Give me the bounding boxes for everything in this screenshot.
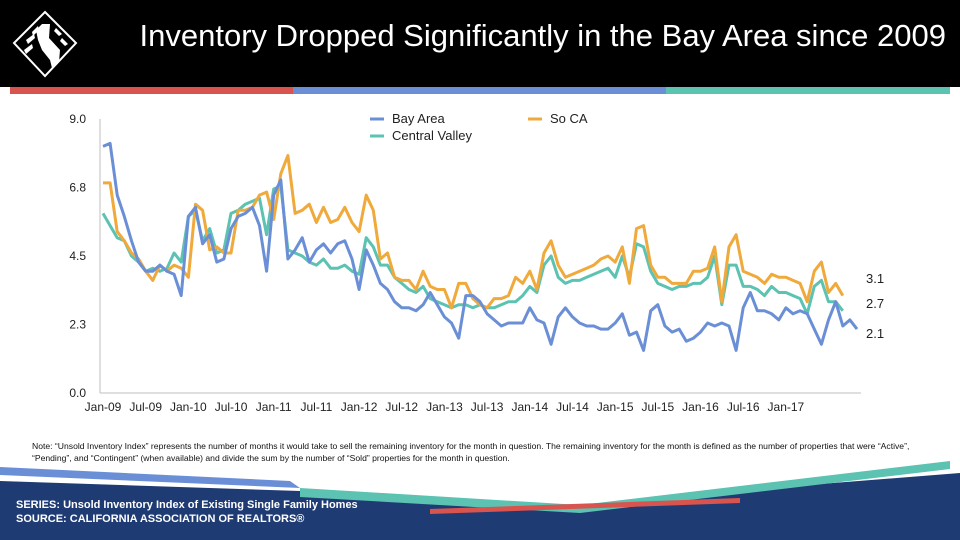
- end-value-label: 2.7: [866, 296, 884, 311]
- end-value-label: 2.1: [866, 326, 884, 341]
- page-title: Inventory Dropped Significantly in the B…: [139, 18, 946, 53]
- x-tick-label: Jul-11: [300, 400, 332, 414]
- x-tick-label: Jan-11: [256, 400, 292, 414]
- x-tick-label: Jul-12: [385, 400, 418, 414]
- x-tick-label: Jan-14: [511, 400, 548, 414]
- x-tick-label: Jan-15: [597, 400, 634, 414]
- header-bar: Inventory Dropped Significantly in the B…: [0, 0, 960, 87]
- x-tick-label: Jan-13: [426, 400, 463, 414]
- y-tick-label: 0.0: [69, 386, 86, 400]
- footer-credits: SERIES: Unsold Inventory Index of Existi…: [16, 498, 358, 526]
- x-tick-label: Jan-09: [85, 400, 122, 414]
- legend-label: Central Valley: [392, 128, 472, 143]
- inventory-line-chart: 0.0 2.3 4.5 6.8 9.0 Jan-09 Jul-09 Jan-10 Jul-10 J…: [69, 111, 884, 414]
- source-caption: SOURCE: CALIFORNIA ASSOCIATION OF REALTO…: [16, 513, 305, 525]
- x-tick-label: Jul-10: [215, 400, 248, 414]
- x-tick-label: Jul-14: [556, 400, 589, 414]
- legend-label: So CA: [550, 111, 588, 126]
- chart-note: Note: “Unsold Inventory Index” represent…: [32, 441, 910, 463]
- series-line-so-ca: [103, 154, 845, 310]
- footer-decoration: [0, 461, 960, 540]
- y-tick-label: 4.5: [69, 249, 86, 263]
- y-tick-label: 9.0: [69, 112, 86, 126]
- x-tick-label: Jan-16: [682, 400, 719, 414]
- x-tick-label: Jan-17: [768, 400, 805, 414]
- x-tick-label: Jul-16: [727, 400, 760, 414]
- header-rule-teal: [666, 87, 950, 94]
- x-tick-label: Jul-15: [641, 400, 674, 414]
- x-tick-label: Jan-10: [170, 400, 207, 414]
- y-tick-label: 6.8: [69, 181, 86, 195]
- california-state-logo-icon: [12, 10, 78, 78]
- series-line-bay-area: [102, 141, 859, 352]
- x-tick-label: Jan-12: [341, 400, 378, 414]
- x-tick-label: Jul-09: [129, 400, 162, 414]
- header-rule-red: [10, 87, 293, 94]
- series-caption: SERIES: Unsold Inventory Index of Existi…: [16, 499, 358, 511]
- x-tick-label: Jul-13: [471, 400, 504, 414]
- legend-label: Bay Area: [392, 111, 446, 126]
- header-rule-blue: [293, 87, 666, 94]
- end-value-label: 3.1: [866, 271, 884, 286]
- y-tick-label: 2.3: [69, 318, 86, 332]
